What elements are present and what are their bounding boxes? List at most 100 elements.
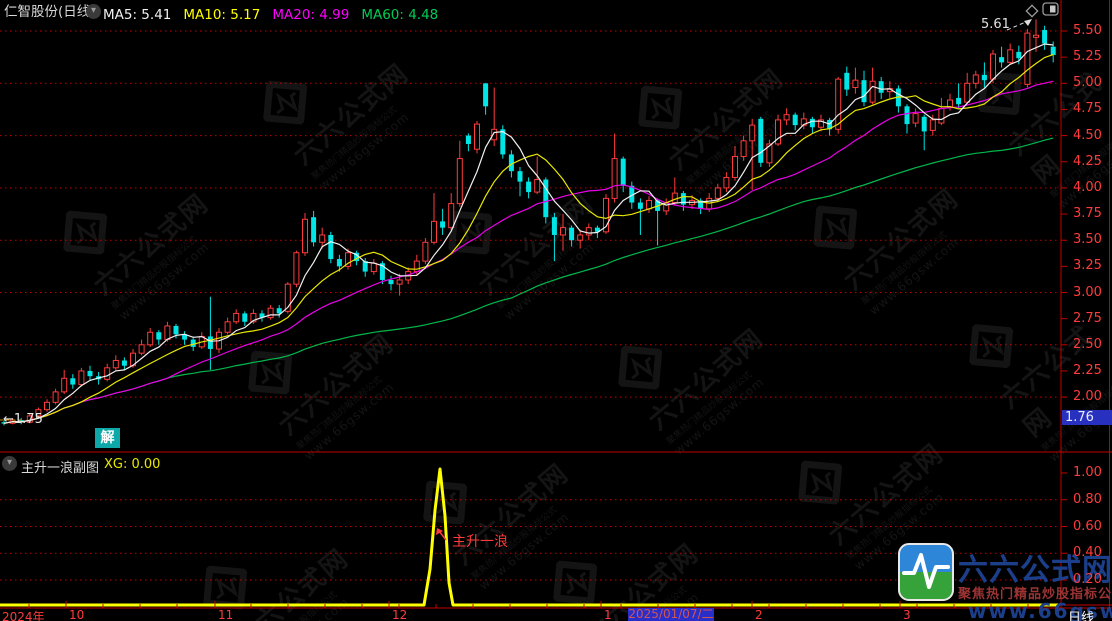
candle bbox=[895, 85, 901, 113]
panel-icon[interactable] bbox=[1042, 2, 1059, 17]
sub-axis-label: 0.20 bbox=[1073, 572, 1102, 587]
price-axis-label: 3.75 bbox=[1073, 206, 1102, 222]
price-axis-label: 5.25 bbox=[1073, 49, 1102, 65]
month-label[interactable]: 11 bbox=[218, 608, 234, 621]
candle bbox=[26, 413, 33, 424]
diamond-icon[interactable] bbox=[1024, 3, 1040, 19]
year-label[interactable]: 2024年 bbox=[2, 610, 45, 621]
candle bbox=[500, 125, 506, 159]
share-unlock-badge[interactable]: 解 bbox=[95, 428, 120, 448]
price-axis-label: 4.75 bbox=[1073, 101, 1102, 117]
candle bbox=[671, 177, 678, 206]
candle bbox=[336, 254, 342, 272]
site-watermark-url: www.66gsw.com bbox=[968, 599, 1112, 621]
candle bbox=[517, 166, 523, 197]
ma10-line bbox=[3, 54, 1054, 424]
site-watermark-brand: 六六公式网 bbox=[958, 553, 1112, 588]
candle bbox=[938, 97, 945, 126]
candle bbox=[18, 418, 24, 425]
subchart-xg-readout: XG: 0.00 bbox=[104, 457, 161, 472]
candle bbox=[956, 83, 962, 109]
candle bbox=[1033, 19, 1039, 52]
candle bbox=[78, 367, 85, 387]
candle bbox=[560, 214, 566, 251]
ma5-line bbox=[3, 43, 1054, 424]
month-label[interactable]: 3 bbox=[903, 608, 911, 621]
price-axis-label: 3.00 bbox=[1073, 284, 1102, 300]
sub-axis-label: 1.00 bbox=[1073, 465, 1102, 480]
candle bbox=[904, 104, 910, 134]
candle bbox=[104, 363, 111, 382]
candle bbox=[551, 213, 557, 262]
candle bbox=[422, 238, 429, 265]
period-label[interactable]: 日线 bbox=[1068, 611, 1095, 621]
candle bbox=[156, 330, 162, 345]
candle bbox=[569, 225, 575, 247]
candle bbox=[112, 355, 119, 371]
price-axis-label: 2.75 bbox=[1073, 310, 1102, 326]
candle bbox=[1024, 28, 1031, 88]
signal-label: 主升一浪 bbox=[452, 534, 508, 550]
candle bbox=[723, 172, 730, 193]
chevron-down-icon[interactable]: ▾ bbox=[86, 4, 101, 19]
candle bbox=[465, 133, 471, 152]
ma-readout-5: MA5: 5.41 bbox=[103, 7, 172, 23]
candle bbox=[242, 311, 248, 326]
candle bbox=[233, 309, 240, 324]
candle bbox=[182, 331, 188, 345]
candle bbox=[259, 310, 265, 322]
period-label[interactable]: 日线 bbox=[1068, 611, 1095, 621]
sub-axis-label: 0.60 bbox=[1073, 518, 1102, 534]
candle bbox=[964, 72, 971, 105]
candle bbox=[758, 116, 764, 167]
candle bbox=[740, 135, 747, 161]
candle bbox=[792, 112, 798, 131]
month-label[interactable]: 10 bbox=[69, 608, 85, 621]
candle bbox=[577, 229, 584, 249]
candle bbox=[526, 177, 532, 199]
candle bbox=[1042, 25, 1048, 50]
candle bbox=[972, 70, 979, 89]
selected-date[interactable]: 2025/01/07/二 bbox=[628, 607, 714, 621]
month-label[interactable]: 2 bbox=[755, 608, 763, 621]
candle bbox=[328, 231, 334, 264]
candle bbox=[620, 156, 626, 193]
candle bbox=[929, 114, 936, 136]
candle bbox=[912, 108, 919, 128]
candle bbox=[646, 196, 652, 214]
candle bbox=[87, 365, 93, 381]
candle bbox=[440, 208, 446, 235]
candle bbox=[766, 139, 773, 167]
candle bbox=[611, 133, 618, 203]
candle bbox=[267, 305, 274, 320]
candle bbox=[173, 323, 179, 339]
header-bar: 仁智股份(日线) ▾ MA5: 5.41 MA10: 5.17 MA20: 4.99… bbox=[0, 0, 1112, 24]
candle bbox=[474, 120, 480, 154]
candle bbox=[921, 114, 927, 151]
price-axis-label: 2.50 bbox=[1073, 336, 1102, 352]
candle bbox=[121, 357, 127, 370]
price-axis-label: 4.00 bbox=[1073, 179, 1102, 195]
candle bbox=[680, 191, 686, 211]
candle bbox=[491, 87, 498, 147]
signal-arrowhead bbox=[436, 528, 443, 535]
axis-highlight-price: 1.76 bbox=[1062, 410, 1112, 425]
high-annotation-arrow bbox=[1006, 20, 1029, 31]
price-axis-label: 3.25 bbox=[1073, 258, 1102, 274]
candle bbox=[388, 275, 394, 291]
month-label[interactable]: 1 bbox=[604, 608, 612, 621]
month-label[interactable]: 12 bbox=[392, 608, 408, 621]
candle bbox=[138, 339, 145, 356]
candle bbox=[878, 77, 884, 99]
price-axis-label: 4.50 bbox=[1073, 127, 1102, 143]
candle bbox=[827, 117, 833, 136]
candle bbox=[483, 83, 489, 115]
subchart-chevron-icon[interactable]: ▾ bbox=[2, 456, 17, 471]
candle bbox=[981, 62, 987, 88]
candle bbox=[663, 198, 670, 216]
candle bbox=[783, 108, 790, 126]
candle bbox=[999, 46, 1005, 68]
candle bbox=[207, 296, 213, 370]
candle bbox=[147, 328, 154, 347]
